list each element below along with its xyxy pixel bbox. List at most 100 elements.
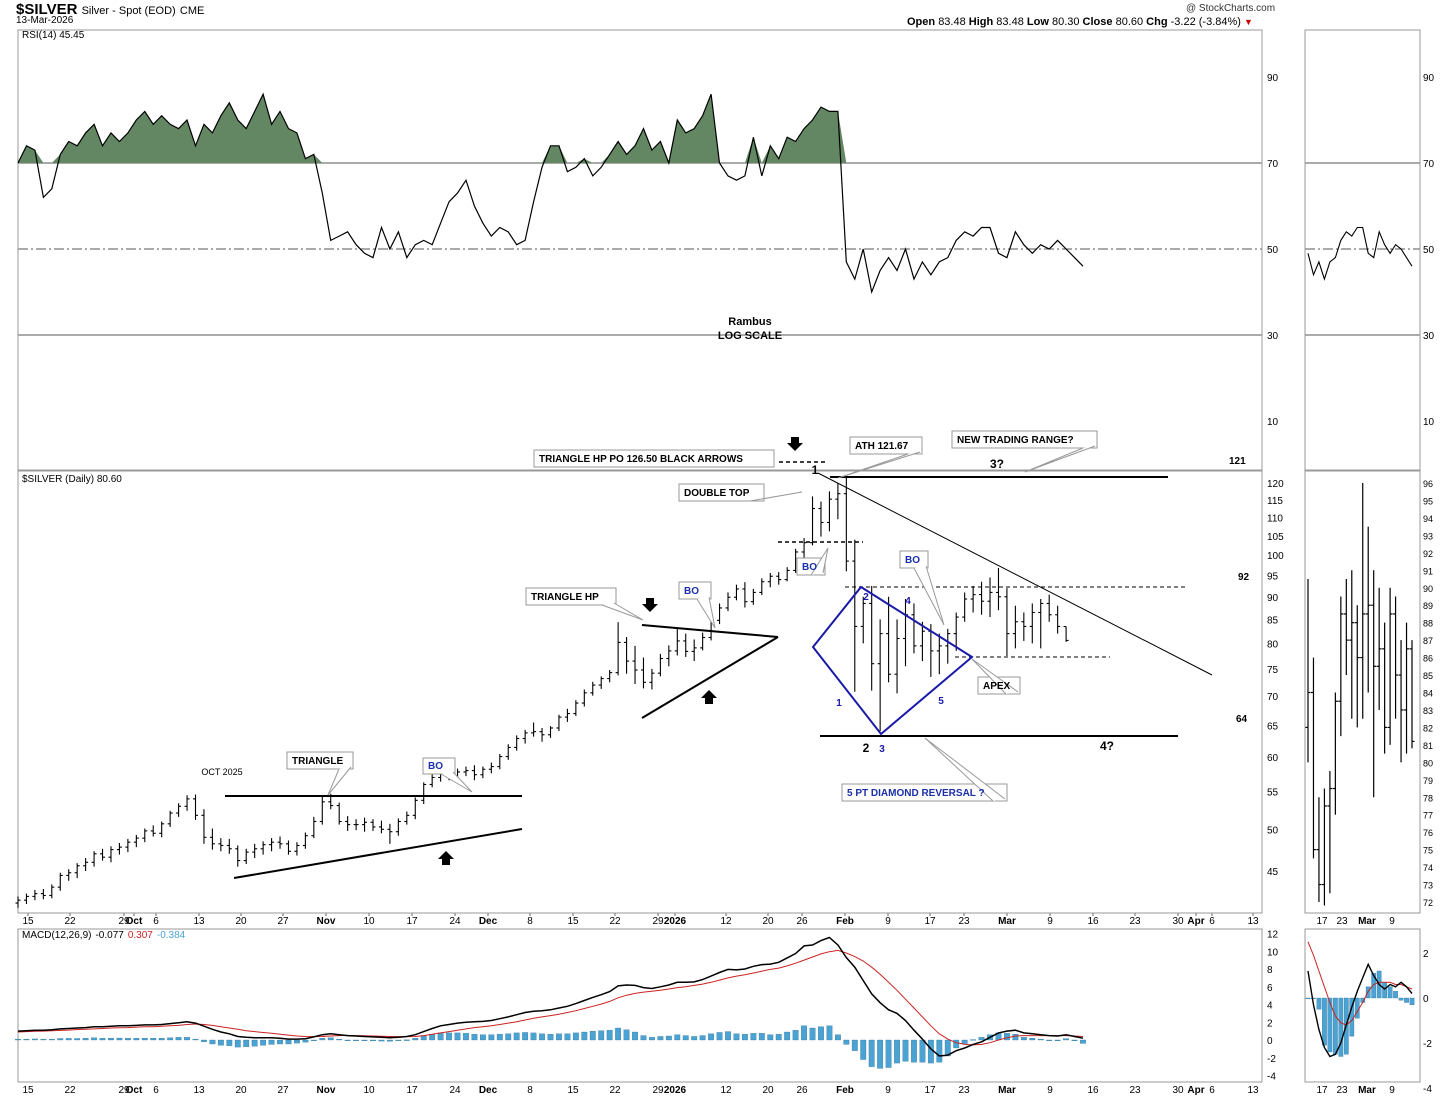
ohlc-bar xyxy=(717,603,723,625)
ohlc-bar xyxy=(945,628,951,664)
wk-macd-histogram-bar xyxy=(1322,997,1327,1046)
macd-histogram-bar xyxy=(310,1039,317,1041)
macd-histogram-bar xyxy=(23,1038,30,1041)
bo-callout-2-box xyxy=(678,581,712,600)
price-xtick-label: 22 xyxy=(609,916,621,927)
ohlc-bar xyxy=(691,639,697,662)
double-top-callout-box xyxy=(678,483,765,502)
price-panel-frame xyxy=(17,470,1263,914)
macd-xtick-label: 6 xyxy=(153,1085,159,1096)
ohlc-bar xyxy=(573,700,579,716)
price-xtick-label: 9 xyxy=(1047,916,1053,927)
macd-xtick-label: Oct xyxy=(126,1085,143,1096)
wk-macd-histogram-bar xyxy=(1338,997,1344,1057)
low-label: Low xyxy=(1026,16,1049,28)
wk-ohlc-bar xyxy=(1360,483,1366,719)
ohlc-bar xyxy=(142,828,148,843)
macd-histogram-bar xyxy=(133,1038,140,1041)
diamond-callout-text: 5 PT DIAMOND REVERSAL ? xyxy=(847,788,985,799)
wk-price-ytick-label: 87 xyxy=(1423,636,1433,646)
ohlc-bar xyxy=(581,689,587,707)
wk-ohlc-bar xyxy=(1310,657,1316,859)
price-xtick-label: 24 xyxy=(449,916,461,927)
macd-histogram-bar xyxy=(691,1036,698,1041)
macd-histogram-bar xyxy=(615,1027,622,1041)
wk-macd-histogram-bar xyxy=(1327,997,1333,1053)
macd-histogram-bar xyxy=(894,1039,900,1064)
watermark: @ StockCharts.com xyxy=(1186,3,1276,14)
macd-xtick-label: 26 xyxy=(796,1085,808,1096)
price-xtick-label: 13 xyxy=(1247,916,1259,927)
wk-macd-histogram-bar xyxy=(1311,997,1316,999)
wk-price-ytick-label: 76 xyxy=(1423,828,1433,838)
macd-xtick-label: 20 xyxy=(235,1085,247,1096)
macd-xtick-label: 17 xyxy=(924,1085,936,1096)
macd-histogram-bar xyxy=(826,1025,833,1041)
range-point-3-label: 3? xyxy=(990,457,1004,471)
wk-ohlc-bar xyxy=(1338,596,1344,737)
macd-xtick-label: 15 xyxy=(567,1085,579,1096)
macd-histogram-bar xyxy=(234,1039,241,1048)
wk-ohlc-bar xyxy=(1316,797,1322,902)
macd-histogram-bar xyxy=(175,1037,182,1041)
ohlc-bar xyxy=(970,585,976,613)
open-label: Open xyxy=(907,16,936,28)
macd-histogram-bar xyxy=(370,1039,376,1042)
ohlc-bar xyxy=(767,572,773,588)
wk-price-ytick-label: 80 xyxy=(1423,758,1433,768)
ohlc-bar xyxy=(260,841,266,855)
wk-price-ytick-label: 85 xyxy=(1423,671,1433,681)
macd-histogram-bar xyxy=(1037,1038,1044,1041)
ohlc-bar xyxy=(167,810,173,827)
ohlc-bar xyxy=(1004,588,1010,656)
triangle-callout-text: TRIANGLE xyxy=(292,756,343,767)
down-arrow-icon: ▼ xyxy=(1244,17,1253,27)
price-xtick-label: 30 xyxy=(1172,916,1184,927)
level-64-label: 64 xyxy=(1236,714,1248,725)
ohlc-bar xyxy=(742,582,748,608)
macd-histogram-bar xyxy=(742,1034,748,1041)
price-xtick-label: Dec xyxy=(479,916,498,927)
macd-xtick-label: 13 xyxy=(1247,1085,1259,1096)
macd-ytick-label: 10 xyxy=(1267,947,1279,958)
macd-histogram-bar xyxy=(572,1032,579,1041)
ohlc-bar xyxy=(235,845,241,867)
wk-macd-xtick-label: Mar xyxy=(1358,1085,1376,1096)
bo-callout-2: BO xyxy=(678,581,716,629)
wk-ohlc-bar xyxy=(1305,579,1311,763)
price-xtick-label: 17 xyxy=(406,916,418,927)
ohlc-bar xyxy=(336,802,342,825)
macd-xtick-label: 12 xyxy=(720,1085,732,1096)
wk-macd-ytick-label: 0 xyxy=(1423,994,1429,1005)
macd-ytick-label: 8 xyxy=(1267,965,1273,976)
macd-histogram-bar xyxy=(581,1031,588,1041)
price-ytick-label: 50 xyxy=(1267,825,1279,836)
ohlc-bar xyxy=(784,567,790,582)
macd-histogram-bar xyxy=(395,1039,402,1041)
wk-macd-histogram-bar xyxy=(1333,997,1338,1055)
macd-histogram-bar xyxy=(454,1032,461,1041)
price-xtick-label: 8 xyxy=(527,916,533,927)
ohlc-bar xyxy=(869,585,875,691)
rsi-ytick-label: 10 xyxy=(1267,417,1279,428)
bo-callout-4-text: BO xyxy=(905,555,920,566)
wk-price-xtick-label: Mar xyxy=(1358,916,1376,927)
price-xtick-label: 23 xyxy=(958,916,970,927)
triangle-hp-callout: TRIANGLE HP xyxy=(525,587,644,621)
price-xtick-label: 16 xyxy=(1087,916,1099,927)
macd-xtick-label: 29 xyxy=(652,1085,664,1096)
ohlc-bar xyxy=(911,603,917,654)
macd-histogram-bar xyxy=(1063,1038,1069,1041)
ohlc-bar xyxy=(725,592,731,612)
price-xtick-label: 29 xyxy=(652,916,664,927)
ohlc-bar xyxy=(522,729,528,744)
macd-xtick-label: 29 xyxy=(118,1085,130,1096)
macd-histogram-bar xyxy=(623,1029,630,1041)
rsi-ytick-label: 70 xyxy=(1267,159,1279,170)
macd-xtick-label: 9 xyxy=(885,1085,891,1096)
macd-histogram-bar xyxy=(801,1025,807,1041)
new-trading-range-callout: NEW TRADING RANGE? xyxy=(951,430,1098,473)
price-ytick-label: 55 xyxy=(1267,788,1279,799)
macd-histogram-bar xyxy=(302,1039,309,1043)
wk-ohlc-bar xyxy=(1327,771,1333,894)
